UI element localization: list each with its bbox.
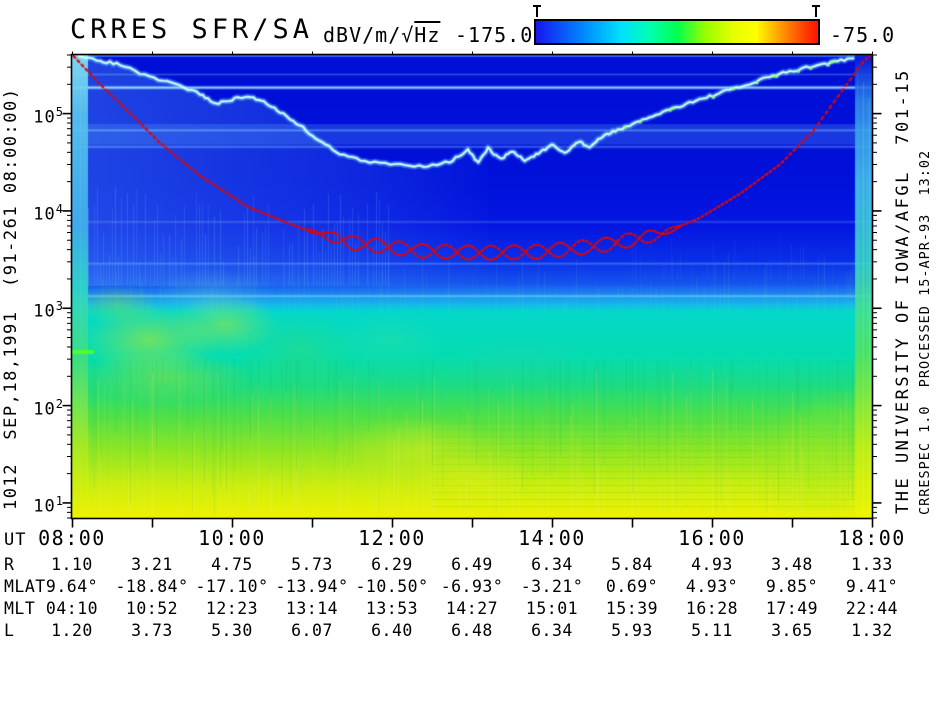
table-cell: 6.34	[531, 621, 573, 640]
table-cell: 9.85°	[765, 577, 819, 596]
table-cell: 5.73	[291, 555, 333, 574]
table-cell: -6.93°	[440, 577, 504, 596]
table-cell: 1.10	[51, 555, 93, 574]
x-axis-unit-label: UT	[4, 530, 27, 550]
table-row-label: L	[4, 621, 15, 640]
table-row-label: R	[4, 555, 15, 574]
table-cell: 12:23	[205, 599, 259, 618]
colorbar-min-label: -175.0	[455, 23, 534, 47]
units-sqrt-arg: Hz	[414, 23, 441, 47]
table-cell: 16:28	[685, 599, 739, 618]
table-cell: 14:27	[445, 599, 499, 618]
x-tick-label: 08:00	[38, 526, 106, 550]
page-title: CRRES SFR/SA	[70, 14, 314, 45]
y-tick-label: 103	[33, 299, 64, 322]
colorbar	[534, 19, 820, 45]
table-cell: -17.10°	[195, 577, 269, 596]
table-cell: 15:01	[525, 599, 579, 618]
table-cell: 3.65	[771, 621, 813, 640]
processing-info-label: CRRESPEC 1.0 PROCESSED 15-APR-93 13:02	[917, 149, 933, 515]
table-cell: 5.11	[691, 621, 733, 640]
table-cell: 3.73	[131, 621, 173, 640]
table-cell: 6.34	[531, 555, 573, 574]
table-cell: -10.50°	[355, 577, 429, 596]
x-tick-label: 12:00	[358, 526, 426, 550]
table-cell: 13:53	[365, 599, 419, 618]
orbit-date-label: 1012 SEP,18,1991 (91-261 08:00:00)	[1, 87, 21, 510]
table-cell: -3.21°	[520, 577, 584, 596]
table-row-label: MLAT	[4, 577, 46, 596]
x-tick-label: 10:00	[198, 526, 266, 550]
table-cell: 04:10	[45, 599, 99, 618]
y-tick-label: 101	[33, 493, 64, 517]
table-cell: -13.94°	[275, 577, 349, 596]
colorbar-max-label: -75.0	[830, 23, 896, 47]
table-cell: -18.84°	[115, 577, 189, 596]
table-cell: 0.69°	[605, 577, 659, 596]
y-tick-label: 102	[33, 396, 64, 420]
table-cell: 4.93	[691, 555, 733, 574]
table-cell: 1.20	[51, 621, 93, 640]
table-cell: 9.41°	[845, 577, 899, 596]
table-cell: 1.33	[851, 555, 893, 574]
table-cell: 15:39	[605, 599, 659, 618]
y-tick-label: 105	[33, 104, 64, 128]
table-cell: 5.84	[611, 555, 653, 574]
x-tick-label: 18:00	[838, 526, 906, 550]
table-cell: 13:14	[285, 599, 339, 618]
colorbar-max-marker-icon	[812, 5, 820, 17]
table-cell: 6.49	[451, 555, 493, 574]
x-tick-label: 14:00	[518, 526, 586, 550]
colorbar-units-label: dBV/m/√Hz	[323, 23, 440, 47]
spectrogram-canvas	[72, 55, 872, 518]
table-row-label: MLT	[4, 599, 36, 618]
table-cell: 6.48	[451, 621, 493, 640]
table-cell: 5.30	[211, 621, 253, 640]
table-cell: 6.40	[371, 621, 413, 640]
table-cell: 4.93°	[685, 577, 739, 596]
table-cell: 3.48	[771, 555, 813, 574]
institution-label: THE UNIVERSITY OF IOWA/AFGL 701-15	[893, 68, 913, 514]
colorbar-min-marker-icon	[533, 5, 541, 17]
y-tick-label: 104	[33, 201, 64, 225]
x-tick-label: 16:00	[678, 526, 746, 550]
table-cell: 22:44	[845, 599, 899, 618]
table-cell: 17:49	[765, 599, 819, 618]
table-cell: 10:52	[125, 599, 179, 618]
table-cell: 4.75	[211, 555, 253, 574]
table-cell: 6.07	[291, 621, 333, 640]
units-prefix: dBV/m/√	[323, 23, 415, 47]
table-cell: 1.32	[851, 621, 893, 640]
table-cell: 3.21	[131, 555, 173, 574]
table-cell: 9.64°	[45, 577, 99, 596]
table-cell: 5.93	[611, 621, 653, 640]
table-cell: 6.29	[371, 555, 413, 574]
